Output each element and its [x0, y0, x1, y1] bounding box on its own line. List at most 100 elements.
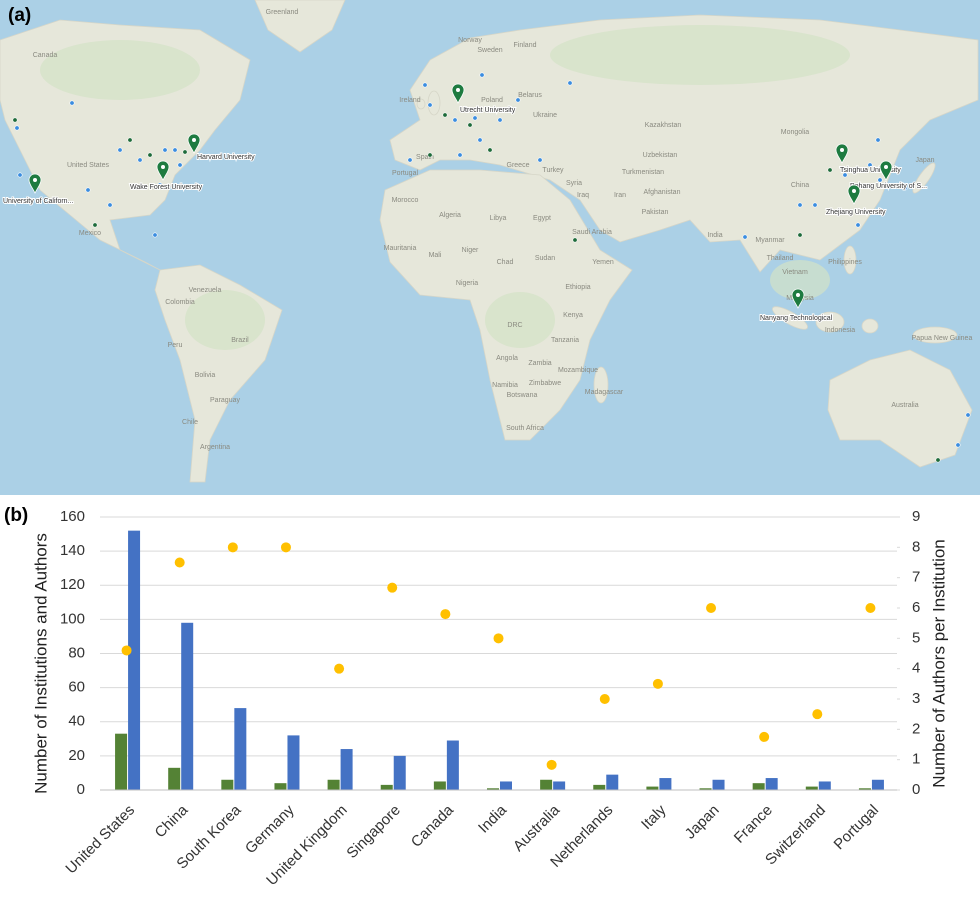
place-name: Yemen [592, 259, 614, 266]
bar [646, 786, 659, 790]
institution-dot [182, 149, 188, 155]
place-name: Bolivia [195, 372, 216, 379]
institution-dot [117, 147, 123, 153]
pin [791, 288, 805, 309]
place-name: Iraq [577, 192, 589, 199]
institution-dot [452, 117, 458, 123]
pin-center [840, 148, 844, 152]
place-name: Thailand [767, 255, 794, 262]
point [174, 557, 185, 568]
institution-dot [157, 182, 163, 188]
institution-dot [407, 157, 413, 163]
y2-tick-label: 3 [912, 690, 920, 707]
y-tick-label: 160 [60, 508, 85, 525]
place-name: India [707, 232, 722, 239]
university-label: Zhejiang University [826, 209, 886, 216]
place-name: Syria [566, 180, 582, 187]
place-name: Egypt [533, 215, 551, 222]
institution-dot [14, 125, 20, 131]
point [706, 603, 717, 613]
bar [327, 779, 340, 790]
bar [487, 788, 499, 790]
place-name: Botswana [507, 392, 538, 399]
point [387, 582, 398, 593]
place-name: Portugal [392, 170, 419, 177]
institution-dot [177, 162, 183, 168]
institution-dot [69, 100, 75, 106]
bar [553, 781, 566, 790]
institution-dot [902, 185, 908, 191]
point [280, 542, 291, 553]
panel-label: (b) [4, 505, 28, 526]
place-name: Chile [182, 419, 198, 426]
place-name: Mongolia [781, 129, 810, 136]
place-name: Afghanistan [644, 189, 681, 196]
institution-dot [742, 234, 748, 240]
place-name: Paraguay [210, 397, 240, 404]
place-name: Niger [462, 247, 479, 254]
place-name: Turkmenistan [622, 169, 664, 176]
institution-dot [152, 232, 158, 238]
university-label: Wake Forest University [130, 184, 203, 191]
bar [393, 755, 406, 790]
institution-dot [567, 80, 573, 86]
place-name: Finland [514, 42, 537, 49]
y2-tick-label: 1 [912, 751, 920, 768]
institution-dot [92, 222, 98, 228]
bar [659, 778, 672, 790]
institution-dot [427, 152, 433, 158]
panel-label: (a) [8, 5, 31, 26]
bar [606, 774, 619, 790]
y-tick-label: 40 [68, 713, 85, 730]
bar [128, 530, 141, 790]
institution-dot [12, 117, 18, 123]
place-name: Poland [481, 97, 503, 104]
university-label: Tsinghua University [840, 167, 901, 174]
institution-dot [935, 457, 941, 463]
point [440, 609, 451, 620]
place-name: Libya [490, 215, 507, 222]
point [227, 542, 238, 553]
pin [847, 184, 861, 205]
place-name: Argentina [200, 444, 230, 451]
place-name: United States [67, 162, 110, 169]
y-tick-label: 60 [68, 679, 85, 696]
pin [156, 160, 170, 181]
bar [181, 622, 194, 790]
place-name: Spain [416, 154, 434, 161]
institution-dot [442, 112, 448, 118]
place-name: Tanzania [551, 337, 579, 344]
y2-tick-label: 8 [912, 538, 920, 555]
y-axis-title: Number of Institutions and Authors [31, 533, 50, 794]
point [759, 731, 770, 742]
institution-dot [162, 147, 168, 153]
place-name: Vietnam [782, 269, 808, 276]
university-label: Harvard University [197, 154, 255, 161]
institution-dot [812, 202, 818, 208]
bar [340, 749, 353, 790]
place-name: Papua New Guinea [912, 335, 973, 342]
institution-dot [147, 152, 153, 158]
place-name: Peru [168, 342, 183, 349]
place-name: Sudan [535, 255, 555, 262]
institution-dot [479, 72, 485, 78]
place-name: Indonesia [825, 327, 855, 334]
place-name: Sweden [477, 47, 502, 54]
institution-dot [855, 222, 861, 228]
institution-dot [515, 97, 521, 103]
bar [380, 784, 393, 790]
institution-dot [17, 172, 23, 178]
institution-dot [107, 202, 113, 208]
land [0, 0, 979, 483]
bar [446, 740, 459, 790]
place-name: Mauritania [384, 245, 417, 252]
university-label: Nanyang Technological [760, 315, 833, 322]
place-name: Ethiopia [565, 284, 590, 291]
pin [187, 133, 201, 154]
place-name: Canada [33, 52, 58, 59]
institution-dot [827, 167, 833, 173]
place-name: Madagascar [585, 389, 624, 396]
place-name: Belarus [518, 92, 542, 99]
institution-dot [875, 137, 881, 143]
